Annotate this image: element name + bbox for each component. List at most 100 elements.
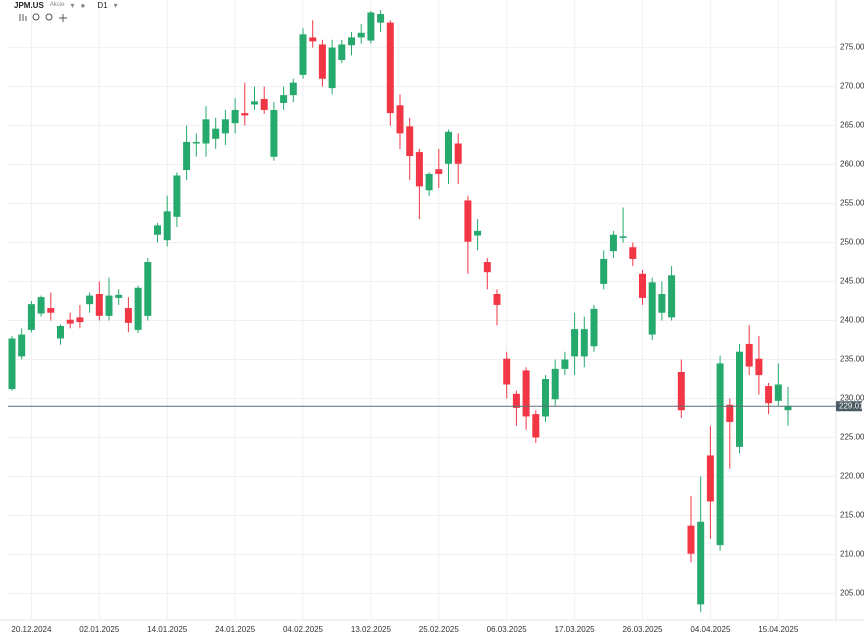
- candle-body: [493, 294, 501, 305]
- candle-body: [532, 414, 540, 438]
- candle-body: [124, 308, 132, 323]
- candle-body: [736, 351, 743, 447]
- icon-zoom-out[interactable]: [32, 13, 40, 21]
- candle-body: [677, 372, 685, 411]
- x-tick-label: 20.12.2024: [11, 625, 52, 634]
- candle-body: [571, 329, 579, 357]
- candle-body: [212, 128, 220, 139]
- dropdown[interactable]: ▾: [70, 0, 75, 10]
- candle-body: [396, 105, 404, 134]
- x-tick-label: 13.02.2025: [351, 625, 392, 634]
- candle-body: [406, 126, 414, 156]
- icon-zoom-in[interactable]: [45, 13, 53, 21]
- y-tick-label: 250.00: [840, 238, 864, 247]
- x-tick-label: 14.01.2025: [147, 625, 188, 634]
- candle-body: [784, 406, 792, 411]
- x-tick-label: 02.01.2025: [79, 625, 120, 634]
- y-tick-label: 245.00: [840, 277, 864, 286]
- candle-body: [415, 152, 423, 187]
- candle-body: [590, 308, 598, 347]
- y-tick-label: 260.00: [840, 160, 864, 169]
- candle-body: [542, 379, 549, 417]
- timeframe[interactable]: D1: [97, 0, 108, 10]
- x-tick-label: 04.02.2025: [283, 625, 324, 634]
- candle-body: [221, 119, 229, 134]
- candle-body: [280, 95, 288, 103]
- candle-body: [445, 131, 452, 164]
- y-tick-label: 270.00: [840, 82, 864, 91]
- candle-body: [95, 294, 103, 316]
- candle-body: [425, 173, 433, 191]
- candle-body: [134, 287, 142, 330]
- candle-body: [357, 32, 365, 38]
- candle-body: [503, 358, 511, 385]
- asset-class: Akcie: [49, 2, 65, 8]
- x-tick-label: 17.03.2025: [555, 625, 596, 634]
- candle-body: [561, 359, 569, 369]
- candle-body: [765, 386, 773, 404]
- icon-crosshair[interactable]: [59, 14, 67, 22]
- info-icon[interactable]: ●: [80, 0, 86, 10]
- candle-body: [241, 113, 249, 116]
- candle-body: [580, 329, 588, 357]
- y-tick-label: 210.00: [840, 550, 864, 559]
- candle-body: [619, 236, 627, 238]
- candle-body: [8, 338, 16, 390]
- x-tick-label: 04.04.2025: [690, 625, 731, 634]
- y-tick-label: 265.00: [840, 121, 864, 130]
- y-tick-label: 255.00: [840, 199, 864, 208]
- candle-body: [377, 14, 385, 23]
- candle-body: [687, 525, 695, 554]
- candle-body: [299, 34, 307, 75]
- candle-body: [37, 297, 45, 314]
- candle-body: [57, 325, 64, 339]
- candle-body: [163, 211, 171, 241]
- candle-body: [260, 99, 268, 110]
- candle-body: [716, 363, 724, 546]
- candle-body: [629, 247, 637, 259]
- candle-body: [658, 294, 666, 313]
- candle-body: [474, 230, 482, 236]
- x-tick-label: 26.03.2025: [622, 625, 663, 634]
- y-tick-label: 205.00: [840, 589, 864, 598]
- dropdown[interactable]: ▾: [113, 0, 118, 10]
- candle-body: [76, 317, 84, 323]
- candle-body: [386, 22, 394, 114]
- candle-body: [251, 101, 258, 105]
- y-tick-label: 235.00: [840, 355, 864, 364]
- candle-body: [144, 262, 152, 316]
- candle-body: [18, 334, 26, 357]
- y-tick-label: 240.00: [840, 316, 864, 325]
- candle-body: [774, 384, 782, 401]
- candle-body: [726, 404, 734, 422]
- candle-body: [231, 109, 239, 124]
- candle-body: [551, 368, 559, 400]
- candle-body: [318, 44, 326, 79]
- y-tick-label: 230.00: [840, 394, 864, 403]
- candle-body: [173, 175, 181, 217]
- y-tick-label: 220.00: [840, 472, 864, 481]
- symbol[interactable]: JPM.US: [14, 0, 44, 10]
- candle-body: [289, 82, 297, 96]
- candle-body: [609, 234, 617, 252]
- candle-body: [192, 141, 200, 144]
- icon-bars[interactable]: [19, 14, 27, 21]
- candle-body: [66, 319, 74, 324]
- y-tick-label: 215.00: [840, 511, 864, 520]
- candle-body: [668, 275, 676, 318]
- candle-body: [464, 200, 472, 242]
- candle-body: [338, 44, 346, 61]
- tool-icons[interactable]: [19, 13, 67, 22]
- candle-body: [706, 455, 714, 502]
- candle-body: [202, 119, 210, 144]
- candle-body: [755, 358, 763, 376]
- x-tick-label: 06.03.2025: [487, 625, 528, 634]
- candle-body: [348, 37, 355, 46]
- candle-body: [86, 295, 94, 305]
- toolbar: JPM.US Akcie ▾ ● D1 ▾: [14, 0, 118, 10]
- candle-body: [27, 304, 35, 330]
- last-price-tag: [836, 401, 862, 412]
- candle-body: [367, 12, 375, 41]
